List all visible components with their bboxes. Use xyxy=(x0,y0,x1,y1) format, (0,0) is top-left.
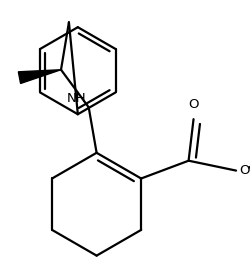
Text: NH: NH xyxy=(67,92,87,105)
Text: O: O xyxy=(239,164,249,177)
Polygon shape xyxy=(18,70,61,83)
Text: O: O xyxy=(188,98,199,111)
